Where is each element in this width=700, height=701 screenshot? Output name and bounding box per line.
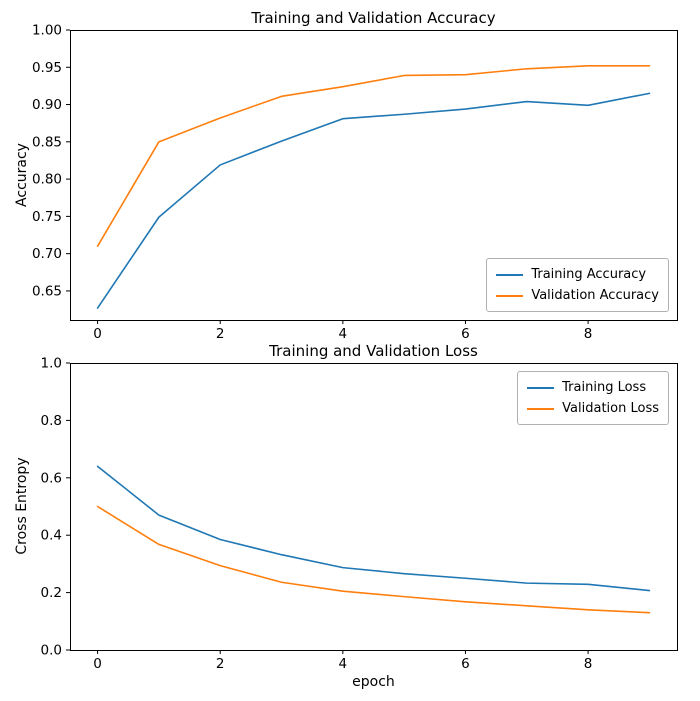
series-line-validation-loss: [96, 505, 651, 614]
y-axis-label-cross-entropy: Cross Entropy: [14, 457, 30, 555]
legend-entry: Validation Accuracy: [496, 285, 659, 306]
y-tick-label: 0.90: [32, 97, 62, 113]
x-tick-label: 8: [584, 326, 593, 342]
x-axis-label-epoch: epoch: [352, 674, 395, 690]
y-tick-label: 0.70: [32, 246, 62, 262]
legend-line-swatch: [527, 407, 555, 410]
y-tick-label: 0.85: [32, 134, 62, 150]
legend-line-swatch: [496, 273, 524, 276]
legend-entry: Training Accuracy: [496, 264, 659, 285]
x-tick-label: 2: [216, 326, 225, 342]
x-tick-label: 6: [461, 326, 470, 342]
series-line-training-accuracy: [96, 92, 651, 309]
legend-loss: Training Loss Validation Loss: [517, 371, 669, 425]
y-tick-label: 0.8: [41, 413, 62, 429]
legend-accuracy: Training Accuracy Validation Accuracy: [486, 258, 669, 312]
legend-line-swatch: [527, 386, 555, 389]
y-tick-label: 0.95: [32, 60, 62, 76]
y-tick-label: 1.00: [32, 23, 62, 39]
legend-entry: Training Loss: [527, 377, 659, 398]
y-tick-label: 0.65: [32, 283, 62, 299]
y-axis-label-accuracy: Accuracy: [14, 143, 30, 207]
y-tick-label: 0.75: [32, 209, 62, 225]
series-line-validation-accuracy: [96, 64, 651, 247]
series-line-training-loss: [96, 465, 651, 592]
legend-label: Validation Loss: [562, 401, 659, 416]
y-tick-label: 0.2: [41, 585, 62, 601]
y-tick-label: 1.0: [41, 356, 62, 372]
x-tick-label: 4: [339, 326, 348, 342]
x-tick-label: 0: [93, 656, 102, 672]
legend-label: Validation Accuracy: [531, 288, 659, 303]
x-tick-label: 8: [584, 656, 593, 672]
chart-title-accuracy: Training and Validation Accuracy: [251, 9, 496, 27]
legend-entry: Validation Loss: [527, 398, 659, 419]
y-tick-label: 0.6: [41, 470, 62, 486]
x-tick-label: 4: [339, 656, 348, 672]
legend-line-swatch: [496, 294, 524, 297]
x-tick-label: 0: [93, 326, 102, 342]
y-tick-label: 0.80: [32, 172, 62, 188]
axes-frame: [70, 363, 678, 651]
axes-frame: [70, 30, 678, 321]
x-tick-label: 6: [461, 656, 470, 672]
y-tick-label: 0.4: [41, 528, 62, 544]
legend-label: Training Loss: [562, 380, 647, 395]
chart-title-loss: Training and Validation Loss: [269, 342, 478, 360]
x-tick-label: 2: [216, 656, 225, 672]
y-tick-label: 0.0: [41, 643, 62, 659]
legend-label: Training Accuracy: [531, 267, 647, 282]
